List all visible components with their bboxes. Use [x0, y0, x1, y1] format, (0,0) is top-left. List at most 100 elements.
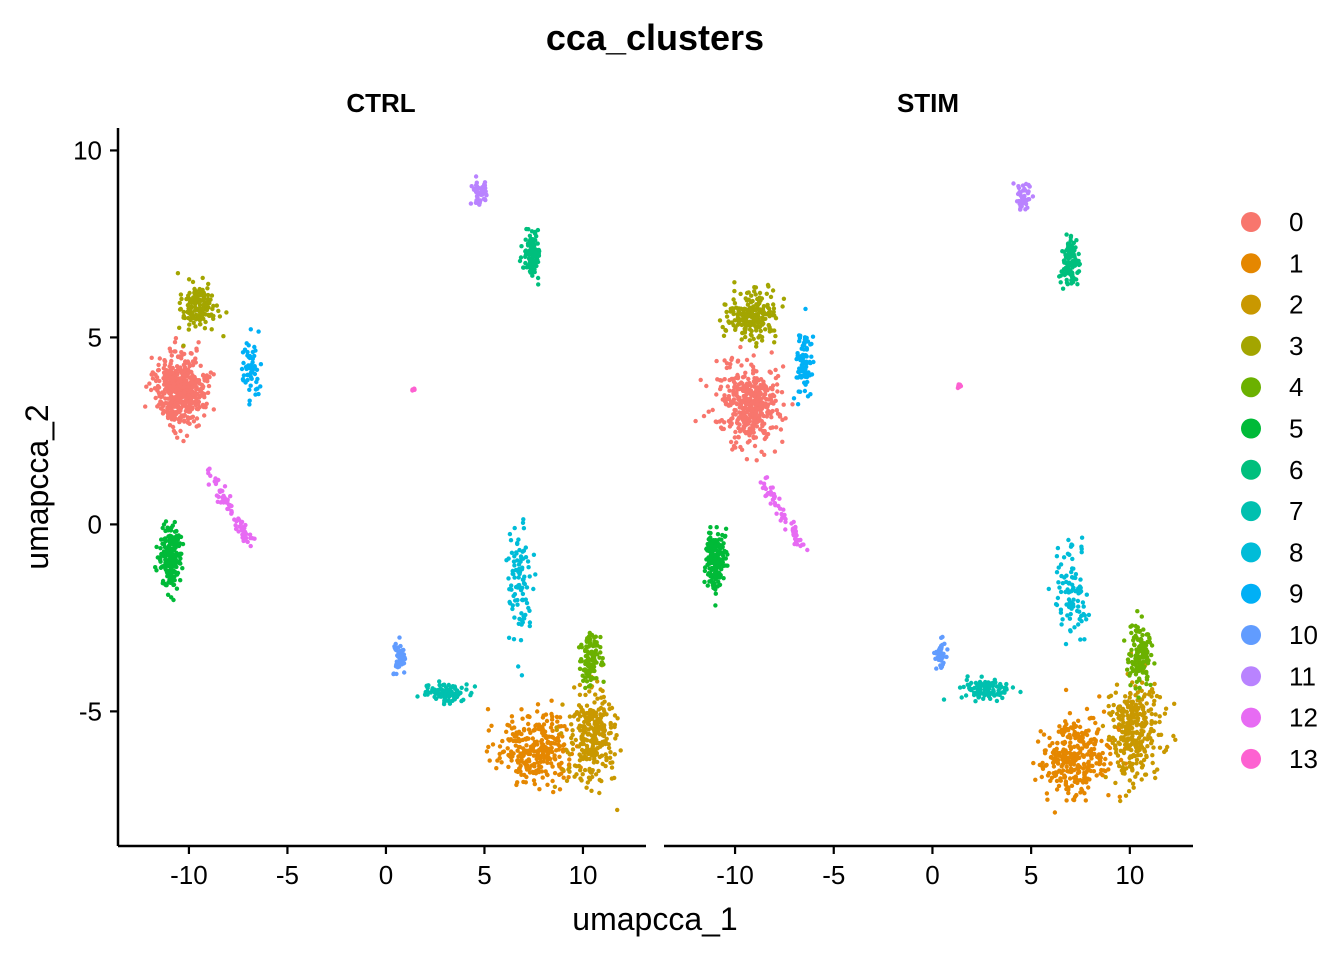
data-point	[1137, 685, 1142, 690]
data-point	[739, 447, 745, 452]
data-point	[1129, 699, 1134, 705]
data-point	[165, 561, 170, 567]
cluster-11-points	[1011, 181, 1036, 212]
data-point	[509, 550, 515, 555]
data-point	[181, 315, 186, 320]
data-point	[796, 538, 802, 543]
data-point	[535, 709, 540, 714]
data-point	[712, 553, 718, 558]
data-point	[1128, 705, 1133, 710]
data-point	[1056, 729, 1062, 734]
data-point	[520, 577, 526, 582]
data-point	[1054, 787, 1060, 792]
data-point	[738, 344, 743, 350]
data-point	[583, 647, 588, 653]
data-point	[540, 715, 546, 720]
data-point	[702, 568, 708, 574]
data-point	[759, 449, 764, 454]
data-point	[768, 501, 773, 506]
data-point	[511, 751, 516, 756]
data-point	[1068, 235, 1074, 240]
data-point	[783, 416, 788, 421]
data-point	[1067, 616, 1073, 621]
data-point	[186, 404, 191, 409]
data-point	[1079, 535, 1085, 540]
data-point	[241, 373, 247, 378]
data-point	[550, 778, 555, 784]
data-point	[535, 760, 540, 765]
data-point	[718, 550, 723, 555]
data-point	[523, 762, 528, 768]
data-point	[711, 560, 717, 565]
data-point	[497, 744, 503, 749]
data-point	[559, 771, 564, 776]
data-point	[173, 394, 178, 400]
data-point	[1127, 760, 1132, 765]
data-point	[749, 391, 755, 396]
legend-swatch	[1241, 212, 1261, 232]
data-point	[1063, 641, 1069, 647]
data-point	[473, 174, 479, 179]
data-point	[167, 371, 172, 376]
data-point	[540, 730, 545, 736]
data-point	[763, 486, 769, 492]
data-point	[773, 333, 778, 339]
data-point	[768, 425, 773, 431]
data-point	[1139, 614, 1145, 619]
data-point	[805, 547, 810, 553]
data-point	[810, 334, 816, 339]
data-point	[1108, 761, 1113, 766]
data-point	[1064, 573, 1069, 578]
data-point	[209, 327, 214, 332]
data-point	[393, 641, 398, 647]
data-point	[191, 320, 196, 325]
data-point	[1071, 797, 1076, 802]
data-point	[1055, 757, 1061, 763]
data-point	[189, 304, 194, 309]
data-point	[944, 654, 949, 660]
data-point	[754, 402, 760, 407]
data-point	[527, 770, 533, 775]
data-point	[535, 227, 541, 233]
data-point	[758, 480, 763, 485]
data-point	[557, 787, 563, 792]
data-point	[534, 234, 539, 239]
data-point	[1054, 778, 1060, 784]
data-point	[1128, 624, 1133, 629]
data-point	[1127, 673, 1132, 678]
data-point	[1075, 282, 1080, 287]
data-point	[531, 552, 537, 557]
data-point	[232, 517, 237, 522]
data-point	[1063, 252, 1068, 258]
data-point	[196, 402, 201, 407]
data-point	[747, 305, 753, 311]
data-point	[187, 389, 192, 394]
data-point	[995, 692, 1000, 697]
data-point	[809, 341, 814, 347]
data-point	[590, 711, 596, 716]
data-point	[792, 536, 798, 542]
data-point	[1062, 258, 1067, 263]
data-point	[717, 537, 722, 542]
data-point	[1004, 681, 1009, 687]
data-point	[743, 311, 748, 317]
data-point	[198, 292, 203, 298]
data-point	[969, 687, 974, 693]
cluster-7-points	[941, 674, 1023, 704]
data-point	[173, 430, 178, 436]
data-point	[716, 579, 721, 584]
data-point	[773, 367, 778, 373]
data-point	[573, 737, 578, 743]
legend-swatch	[1241, 707, 1261, 728]
data-point	[1116, 715, 1121, 721]
data-point	[490, 742, 496, 747]
data-point	[518, 255, 524, 260]
data-point	[1111, 702, 1116, 708]
data-point	[1138, 722, 1143, 727]
data-point	[155, 383, 161, 389]
data-point	[186, 310, 191, 315]
data-point	[601, 679, 606, 684]
data-point	[181, 362, 187, 368]
data-point	[516, 744, 522, 750]
data-point	[499, 760, 504, 765]
